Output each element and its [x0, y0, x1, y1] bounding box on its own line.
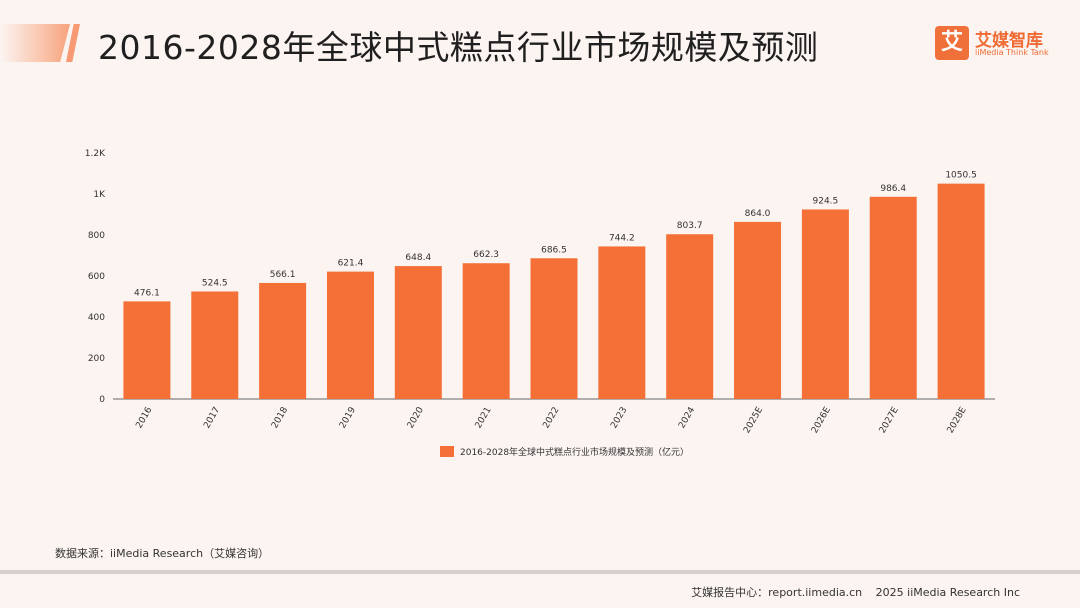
bar-chart: 0 200 400 600 800 1K 1.2K 476.1 2016 524.5 2017 566…: [85, 149, 995, 458]
data-label: 566.1: [270, 270, 296, 280]
bar: [801, 209, 849, 399]
x-tick-label: 2017: [202, 406, 222, 431]
bar: [937, 183, 985, 399]
data-label: 1050.5: [945, 171, 977, 181]
logo-text: 艾媒智库: [975, 31, 1043, 51]
x-tick-label: 2028E: [946, 405, 969, 435]
bar: [598, 246, 646, 399]
y-tick-label: 400: [88, 313, 105, 323]
title-bar: 2016-2028年全球中式糕点行业市场规模及预测 艾 艾媒智库 iiMedia…: [0, 0, 1080, 90]
bar: [259, 282, 307, 399]
bar: [869, 196, 917, 399]
x-tick-label: 2019: [338, 405, 358, 430]
y-tick-label: 1.2K: [85, 149, 106, 159]
data-label: 476.1: [134, 288, 160, 298]
data-source: 数据来源：iiMedia Research（艾媒咨询）: [55, 547, 270, 560]
data-label: 744.2: [609, 233, 635, 243]
logo-subtext: iiMedia Think Tank: [975, 48, 1049, 57]
x-tick-label: 2027E: [878, 405, 901, 435]
y-tick-label: 600: [88, 272, 105, 282]
data-label: 662.3: [473, 250, 499, 260]
x-tick-label: 2022: [541, 406, 561, 431]
bar: [123, 301, 171, 399]
legend-label: 2016-2028年全球中式糕点行业市场规模及预测（亿元）: [460, 446, 689, 458]
brand-logo: 艾 艾媒智库 iiMedia Think Tank: [935, 26, 1055, 62]
data-label: 803.7: [677, 221, 703, 231]
bar: [326, 271, 374, 399]
y-tick-label: 0: [99, 395, 105, 405]
x-tick-label: 2020: [406, 405, 426, 430]
x-tick-label: 2016: [134, 405, 154, 430]
bar: [666, 234, 714, 399]
x-tick-label: 2025E: [742, 405, 765, 435]
bar: [734, 221, 782, 399]
logo-icon: 艾: [935, 26, 969, 60]
x-tick-label: 2018: [270, 405, 290, 430]
page-title: 2016-2028年全球中式糕点行业市场规模及预测: [98, 28, 819, 67]
y-tick-label: 800: [88, 231, 105, 241]
footer: 艾媒报告中心：report.iimedia.cn 2025 iiMedia Re…: [691, 584, 1020, 600]
bar: [394, 266, 442, 399]
x-tick-label: 2023: [609, 406, 629, 431]
data-label: 924.5: [813, 196, 839, 206]
y-tick-label: 200: [88, 354, 105, 364]
x-tick-label: 2021: [474, 405, 494, 430]
bar: [462, 263, 510, 399]
footer-divider: [0, 570, 1080, 574]
data-label: 648.4: [405, 253, 431, 263]
title-stripe-decoration: [0, 24, 70, 62]
bar: [191, 291, 239, 399]
y-tick-label: 1K: [93, 190, 106, 200]
bar: [530, 258, 578, 399]
x-tick-label: 2026E: [810, 405, 833, 435]
data-label: 621.4: [338, 259, 364, 269]
footer-copyright: 2025 iiMedia Research Inc: [875, 586, 1020, 599]
data-label: 524.5: [202, 278, 228, 288]
footer-report-center: 艾媒报告中心：report.iimedia.cn: [691, 586, 863, 599]
data-label: 864.0: [745, 209, 771, 219]
x-tick-label: 2024: [677, 405, 697, 430]
data-label: 986.4: [880, 184, 906, 194]
legend-swatch: [440, 446, 454, 457]
data-label: 686.5: [541, 245, 567, 255]
